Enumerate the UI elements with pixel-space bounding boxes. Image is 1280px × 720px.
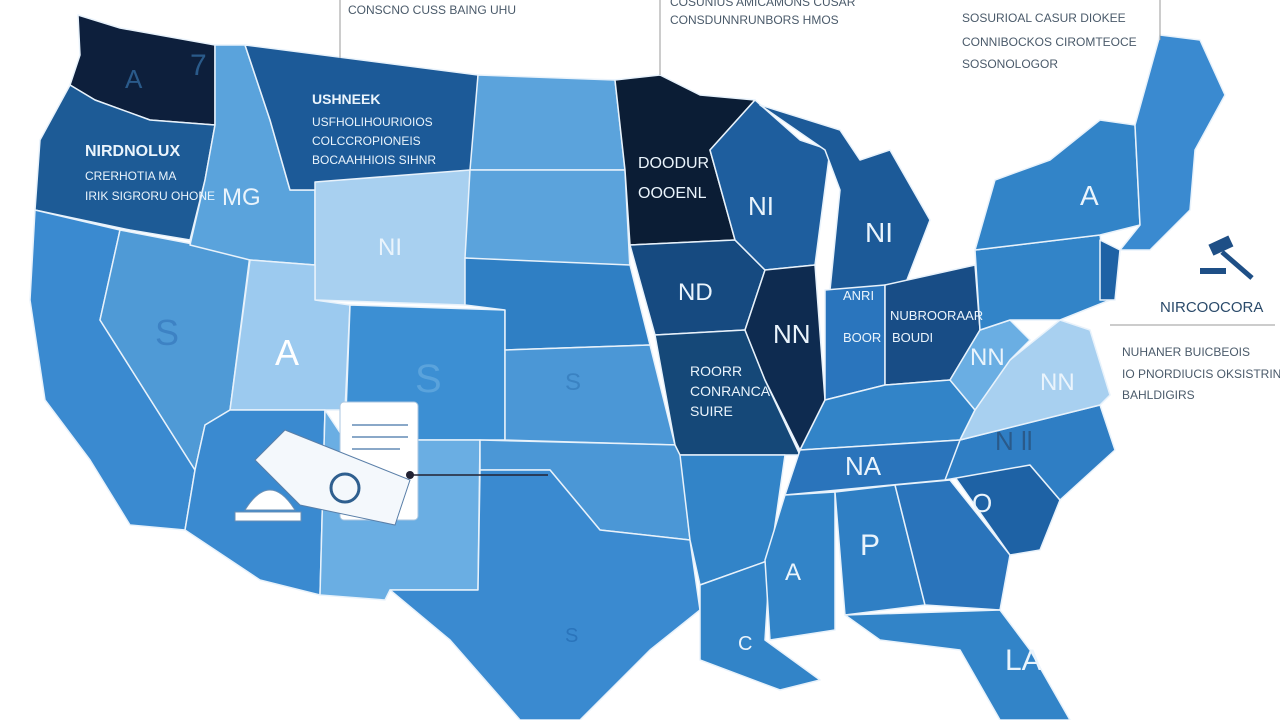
- state-label: ANRI: [843, 288, 874, 303]
- annotation-line: NUHANER BUICBEOIS: [1122, 345, 1250, 359]
- state: [389, 469, 701, 720]
- state: [764, 491, 836, 641]
- state-label: NN: [970, 344, 1005, 371]
- annotation-line: IO PNORDIUCIS OKSISTRINE: [1122, 367, 1280, 381]
- state-label: A: [125, 64, 143, 94]
- state-label: NI: [865, 217, 893, 248]
- annotation-line: CONNIBOCKOS CIROMTEOCE: [962, 35, 1137, 49]
- bell-base: [234, 511, 302, 522]
- state-label: N ll: [995, 426, 1033, 456]
- annotation-line: BAHLDIGIRS: [1122, 388, 1195, 402]
- states: [29, 14, 1226, 720]
- state-label: BOUDI: [892, 330, 933, 345]
- annotation-title: NIRCOOCORA: [1160, 299, 1263, 316]
- state-label: ND: [678, 279, 713, 306]
- state-label: CONRANCA: [690, 383, 771, 399]
- state: [959, 319, 1111, 441]
- state-label: C: [738, 633, 752, 655]
- gavel-icon: [1200, 235, 1254, 280]
- state: [974, 119, 1141, 251]
- state-label: S: [155, 312, 179, 353]
- state-label: LA: [1005, 644, 1042, 677]
- state-label: SUIRE: [690, 403, 733, 419]
- state-label: USFHOLIHOURIOIOS: [312, 115, 433, 129]
- state: [464, 169, 631, 271]
- annotation-line: CONSDUNNRUNBORS HMOS: [670, 13, 839, 27]
- state-label: NN: [1040, 369, 1075, 396]
- state-label: S: [415, 357, 442, 401]
- state-label: A: [785, 559, 801, 586]
- annotation-line: SOSURIOAL CASUR DIOKEE: [962, 11, 1126, 25]
- state-labels: A 7 NIRDNOLUX CRERHOTIA MA IRIK SIGRORU …: [85, 49, 1099, 677]
- state-label: DOODUR: [638, 155, 709, 172]
- state: [1099, 239, 1121, 301]
- annotation-line: SOSONOLOGOR: [962, 57, 1058, 71]
- state-label: ROORR: [690, 363, 742, 379]
- state: [469, 74, 626, 171]
- state-label: COLCCROPIONEIS: [312, 134, 421, 148]
- state-label: NN: [773, 319, 811, 349]
- state: [504, 344, 676, 446]
- pointer-dot: [406, 471, 414, 479]
- state-label: CRERHOTIA MA: [85, 169, 176, 183]
- money-icon: [254, 429, 411, 526]
- state-label: MG: [222, 184, 261, 211]
- state-label: S: [565, 369, 581, 396]
- state-label: NIRDNOLUX: [85, 143, 180, 160]
- state-label: P: [860, 529, 880, 562]
- state: [759, 104, 931, 291]
- state: [844, 609, 1071, 720]
- illustration: [234, 0, 1275, 526]
- annotations: CONSCNO CUSS BAING UHU COSUNIUS AMICAMON…: [348, 0, 1280, 402]
- state-label: IRIK SIGRORU OHONE: [85, 189, 215, 203]
- annotation-line: COSUNIUS AMICAMONS CUSAR: [670, 0, 856, 9]
- state-label: S: [565, 625, 578, 647]
- state-label: OOOENL: [638, 185, 707, 202]
- state-label: BOOR: [843, 330, 881, 345]
- annotation-line: CONSCNO CUSS BAING UHU: [348, 3, 516, 17]
- coin-icon: [329, 472, 361, 504]
- state-label: BOCAAHHIOIS SIHNR: [312, 153, 436, 167]
- state: [894, 479, 1011, 611]
- bell-icon: [244, 489, 296, 511]
- state-label: NUBROORAAR: [890, 308, 983, 323]
- state: [1119, 34, 1226, 251]
- state-label: O: [972, 488, 992, 518]
- state-label: 7: [190, 49, 207, 82]
- state-label: A: [275, 332, 299, 373]
- state-label: A: [1080, 180, 1099, 211]
- state-label: USHNEEK: [312, 91, 380, 107]
- state-label: NA: [845, 451, 882, 481]
- state-label: NI: [748, 191, 774, 221]
- state-label: NI: [378, 234, 402, 261]
- state: [974, 234, 1111, 331]
